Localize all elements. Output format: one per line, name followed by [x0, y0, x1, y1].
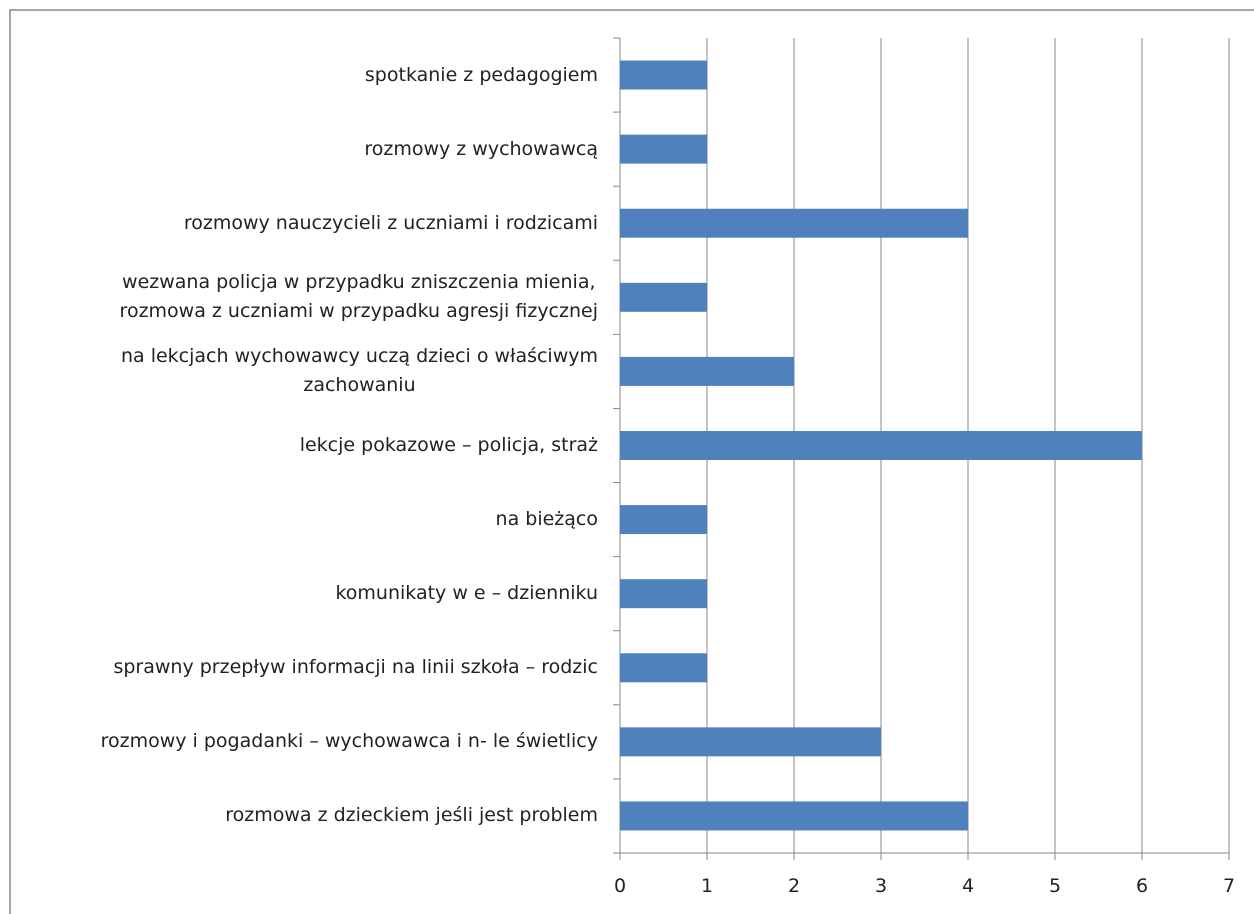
x-tick-label: 0 [614, 875, 626, 897]
y-tick-label: rozmowy nauczycieli z uczniami i rodzica… [183, 211, 598, 234]
category-label-box: rozmowy nauczycieli z uczniami i rodzica… [184, 186, 598, 260]
bar [620, 356, 794, 386]
category-label-box: na lekcjach wychowawcy uczą dzieci o wła… [121, 334, 598, 408]
bar [620, 653, 707, 683]
bar [620, 579, 707, 609]
x-tick-label: 2 [788, 875, 800, 897]
x-tick-label: 7 [1223, 875, 1235, 897]
bar [620, 727, 881, 757]
category-label-box: na bieżąco [496, 483, 598, 557]
y-tick-label: na lekcjach wychowawcy uczą dzieci o wła… [120, 345, 598, 397]
y-tick-label: rozmowy z wychowawcą [364, 137, 598, 160]
bar [620, 134, 707, 164]
y-tick-label: na bieżąco [495, 508, 598, 531]
x-tick-label: 1 [701, 875, 713, 897]
category-label-box: rozmowa z dzieckiem jeśli jest problem [225, 779, 598, 853]
bar [620, 208, 968, 238]
category-label-box: spotkanie z pedagogiem [365, 38, 598, 112]
category-label-box: sprawny przepływ informacji na linii szk… [113, 631, 598, 705]
category-label-box: lekcje pokazowe – policja, straż [300, 408, 598, 482]
x-tick-label: 6 [1136, 875, 1148, 897]
category-label-box: wezwana policja w przypadku zniszczenia … [120, 260, 598, 334]
bar [620, 431, 1142, 460]
bar [620, 505, 707, 535]
y-tick-label: rozmowa z dzieckiem jeśli jest problem [225, 804, 598, 827]
category-label-box: rozmowy z wychowawcą [364, 112, 598, 186]
bar [620, 282, 707, 312]
y-tick-label: spotkanie z pedagogiem [364, 63, 598, 86]
y-tick-label: wezwana policja w przypadku zniszczenia … [119, 271, 598, 323]
category-label-box: komunikaty w e – dzienniku [335, 557, 598, 631]
y-tick-label: komunikaty w e – dzienniku [335, 582, 598, 605]
bar [620, 60, 707, 90]
category-label-box: rozmowy i pogadanki – wychowawca i n- le… [101, 705, 598, 779]
bar [620, 801, 968, 831]
y-tick-label: sprawny przepływ informacji na linii szk… [113, 656, 598, 679]
x-tick-label: 3 [875, 875, 887, 897]
x-tick-label: 5 [1049, 875, 1061, 897]
y-tick-label: lekcje pokazowe – policja, straż [299, 433, 598, 456]
x-tick-label: 4 [962, 875, 974, 897]
y-tick-label: rozmowy i pogadanki – wychowawca i n- le… [100, 730, 598, 753]
